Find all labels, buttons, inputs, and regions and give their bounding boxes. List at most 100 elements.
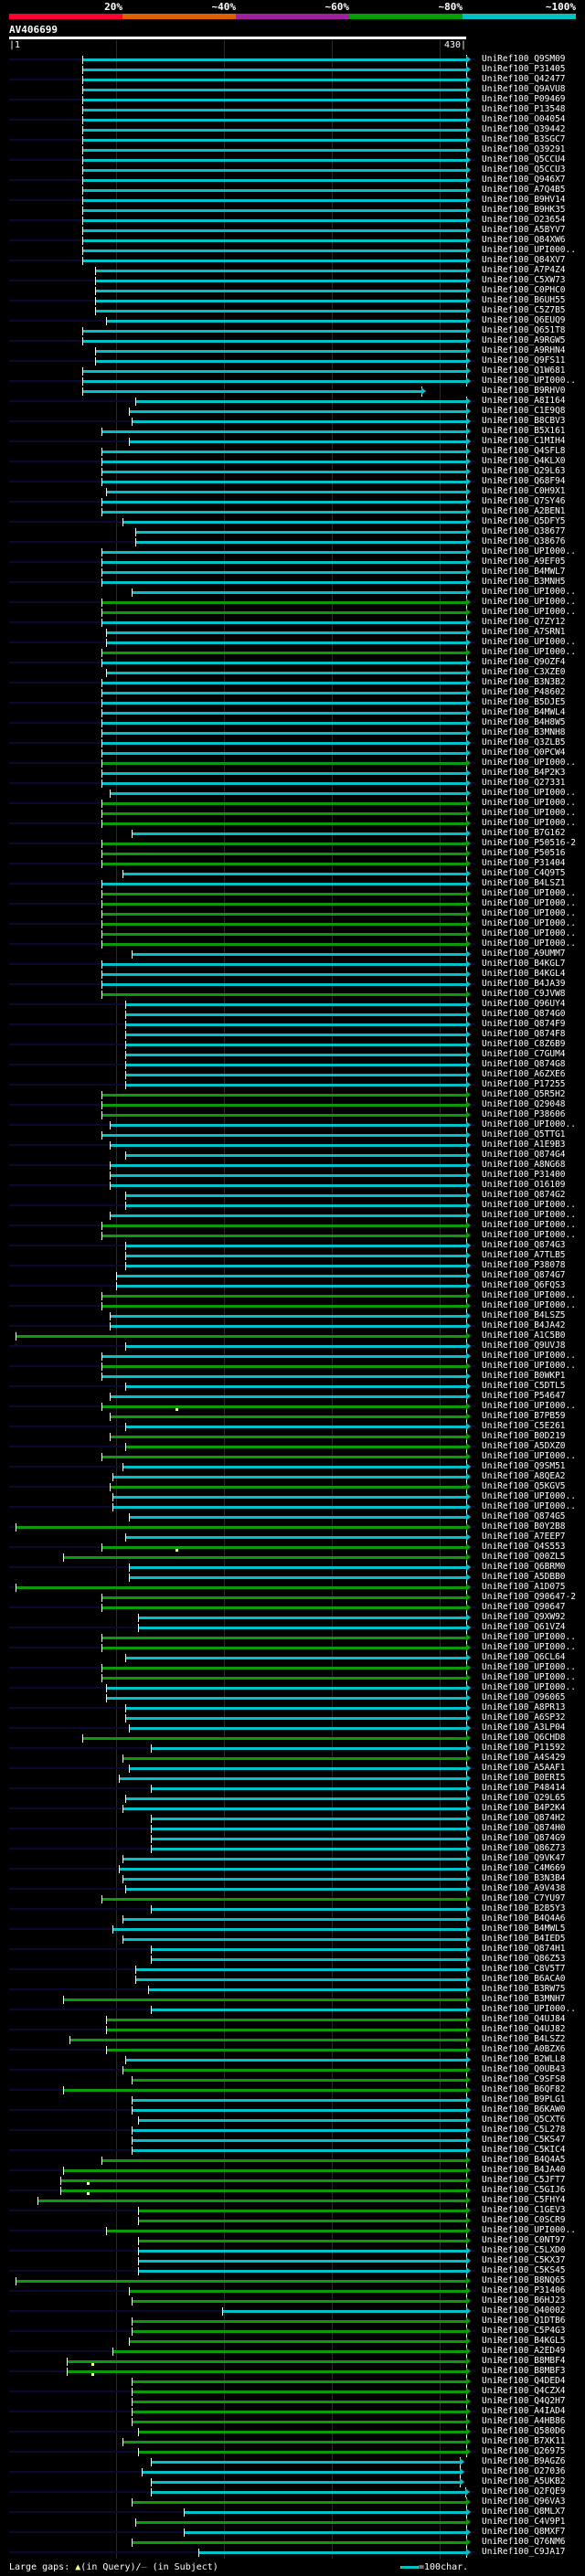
alignment-bar[interactable] <box>109 791 466 795</box>
alignment-bar[interactable] <box>125 1153 466 1157</box>
alignment-bar[interactable] <box>112 1927 466 1931</box>
hit-label-link[interactable]: UniRef100_A5DXZ0 <box>482 1441 566 1451</box>
hit-label-link[interactable]: UniRef100_Q5R5H2 <box>482 1089 566 1099</box>
hit-label-link[interactable]: UniRef100_Q874G8 <box>482 1059 566 1069</box>
alignment-bar[interactable] <box>95 359 466 363</box>
hit-label-link[interactable]: UniRef100_UPI000.. <box>482 798 576 808</box>
alignment-bar[interactable] <box>82 369 466 373</box>
hit-label-link[interactable]: UniRef100_O23654 <box>482 215 566 225</box>
alignment-bar[interactable] <box>128 2339 466 2343</box>
hit-label-link[interactable]: UniRef100_Q29L63 <box>482 466 566 476</box>
alignment-bar[interactable] <box>106 1686 466 1690</box>
hit-label-link[interactable]: UniRef100_B6KAW0 <box>482 2104 566 2115</box>
alignment-bar[interactable] <box>82 68 466 71</box>
hit-label-link[interactable]: UniRef100_A3LP04 <box>482 1723 566 1733</box>
alignment-bar[interactable] <box>109 1485 466 1489</box>
hit-label-link[interactable]: UniRef100_B3MNH7 <box>482 1994 566 2004</box>
hit-label-link[interactable]: UniRef100_C5JFT7 <box>482 2175 566 2185</box>
hit-label-link[interactable]: UniRef100_UPI000.. <box>482 597 576 607</box>
hit-label-link[interactable]: UniRef100_UPI000.. <box>482 1290 576 1300</box>
alignment-bar[interactable] <box>63 1555 466 1559</box>
alignment-bar[interactable] <box>125 1193 466 1197</box>
alignment-bar[interactable] <box>122 2068 466 2072</box>
alignment-bar[interactable] <box>109 1394 466 1398</box>
alignment-bar[interactable] <box>122 1857 466 1860</box>
alignment-bar[interactable] <box>151 1837 466 1840</box>
alignment-bar[interactable] <box>125 1012 466 1016</box>
hit-label-link[interactable]: UniRef100_P48414 <box>482 1783 566 1793</box>
hit-label-link[interactable]: UniRef100_A7SRN1 <box>482 627 566 637</box>
alignment-bar[interactable] <box>95 289 466 292</box>
alignment-bar[interactable] <box>101 1113 466 1117</box>
alignment-bar[interactable] <box>109 1314 466 1318</box>
hit-label-link[interactable]: UniRef100_A9UMM7 <box>482 949 566 959</box>
hit-label-link[interactable]: UniRef100_Q3ZLB5 <box>482 737 566 747</box>
alignment-bar[interactable] <box>82 128 466 132</box>
alignment-bar[interactable] <box>101 1606 466 1609</box>
alignment-bar[interactable] <box>101 661 466 664</box>
alignment-bar[interactable] <box>82 108 466 111</box>
hit-label-link[interactable]: UniRef100_UPI000.. <box>482 637 576 647</box>
hit-label-link[interactable]: UniRef100_P54647 <box>482 1391 566 1401</box>
alignment-bar[interactable] <box>101 620 466 624</box>
hit-label-link[interactable]: UniRef100_A7TLB5 <box>482 1250 566 1260</box>
alignment-bar[interactable] <box>101 972 466 976</box>
alignment-bar[interactable] <box>101 1374 466 1378</box>
hit-label-link[interactable]: UniRef100_B3SGC7 <box>482 134 566 144</box>
hit-label-link[interactable]: UniRef100_Q86Z73 <box>482 1843 566 1853</box>
alignment-bar[interactable] <box>184 2530 466 2534</box>
alignment-bar[interactable] <box>109 1143 466 1147</box>
hit-label-link[interactable]: UniRef100_Q4UJ84 <box>482 2014 566 2024</box>
alignment-bar[interactable] <box>132 2108 466 2112</box>
hit-label-link[interactable]: UniRef100_P38078 <box>482 1260 566 1270</box>
alignment-bar[interactable] <box>109 1183 466 1187</box>
hit-label-link[interactable]: UniRef100_C4V9P1 <box>482 2517 566 2527</box>
hit-label-link[interactable]: UniRef100_C1MIH4 <box>482 436 566 446</box>
alignment-bar[interactable] <box>101 731 466 735</box>
hit-label-link[interactable]: UniRef100_B8NQ65 <box>482 2275 566 2285</box>
hit-label-link[interactable]: UniRef100_Q29L65 <box>482 1793 566 1803</box>
alignment-bar[interactable] <box>63 2088 466 2092</box>
hit-label-link[interactable]: UniRef100_B4IED5 <box>482 1934 566 1944</box>
alignment-bar[interactable] <box>101 550 466 554</box>
alignment-bar[interactable] <box>125 1656 466 1659</box>
alignment-bar[interactable] <box>82 178 466 182</box>
alignment-bar[interactable] <box>101 610 466 614</box>
hit-label-link[interactable]: UniRef100_Q8MLX7 <box>482 2507 566 2517</box>
hit-label-link[interactable]: UniRef100_Q4Q2H7 <box>482 2396 566 2406</box>
hit-label-link[interactable]: UniRef100_C9JVW8 <box>482 989 566 999</box>
alignment-bar[interactable] <box>138 2118 466 2122</box>
alignment-bar[interactable] <box>151 2008 466 2011</box>
alignment-bar[interactable] <box>101 761 466 765</box>
alignment-bar[interactable] <box>101 470 466 473</box>
hit-label-link[interactable]: UniRef100_A7Q4B5 <box>482 185 566 195</box>
alignment-bar[interactable] <box>106 490 466 493</box>
alignment-bar[interactable] <box>132 2098 466 2102</box>
alignment-bar[interactable] <box>101 862 466 865</box>
hit-label-link[interactable]: UniRef100_Q6BRM0 <box>482 1562 566 1572</box>
hit-label-link[interactable]: UniRef100_Q42477 <box>482 74 566 84</box>
hit-label-link[interactable]: UniRef100_P17255 <box>482 1079 566 1089</box>
alignment-bar[interactable] <box>109 1173 466 1177</box>
hit-label-link[interactable]: UniRef100_A5BYV7 <box>482 225 566 235</box>
alignment-bar[interactable] <box>134 540 466 544</box>
alignment-bar[interactable] <box>101 1304 466 1308</box>
hit-label-link[interactable]: UniRef100_A8PR13 <box>482 1702 566 1712</box>
hit-label-link[interactable]: UniRef100_Q9AVU8 <box>482 84 566 94</box>
alignment-bar[interactable] <box>101 510 466 514</box>
hit-label-link[interactable]: UniRef100_UPI000.. <box>482 1662 576 1672</box>
hit-label-link[interactable]: UniRef100_C5L278 <box>482 2125 566 2135</box>
alignment-bar[interactable] <box>82 98 466 101</box>
alignment-bar[interactable] <box>101 450 466 453</box>
alignment-bar[interactable] <box>125 1264 466 1267</box>
alignment-bar[interactable] <box>82 228 466 232</box>
hit-label-link[interactable]: UniRef100_A7P4Z4 <box>482 265 566 275</box>
hit-label-link[interactable]: UniRef100_Q4KLX0 <box>482 456 566 466</box>
alignment-bar[interactable] <box>132 2299 466 2303</box>
hit-label-link[interactable]: UniRef100_A9EF05 <box>482 557 566 567</box>
alignment-bar[interactable] <box>95 309 466 313</box>
alignment-bar[interactable] <box>101 892 466 896</box>
alignment-bar[interactable] <box>101 922 466 926</box>
hit-label-link[interactable]: UniRef100_Q76NM6 <box>482 2537 566 2547</box>
hit-label-link[interactable]: UniRef100_B0Y2B8 <box>482 1521 566 1532</box>
